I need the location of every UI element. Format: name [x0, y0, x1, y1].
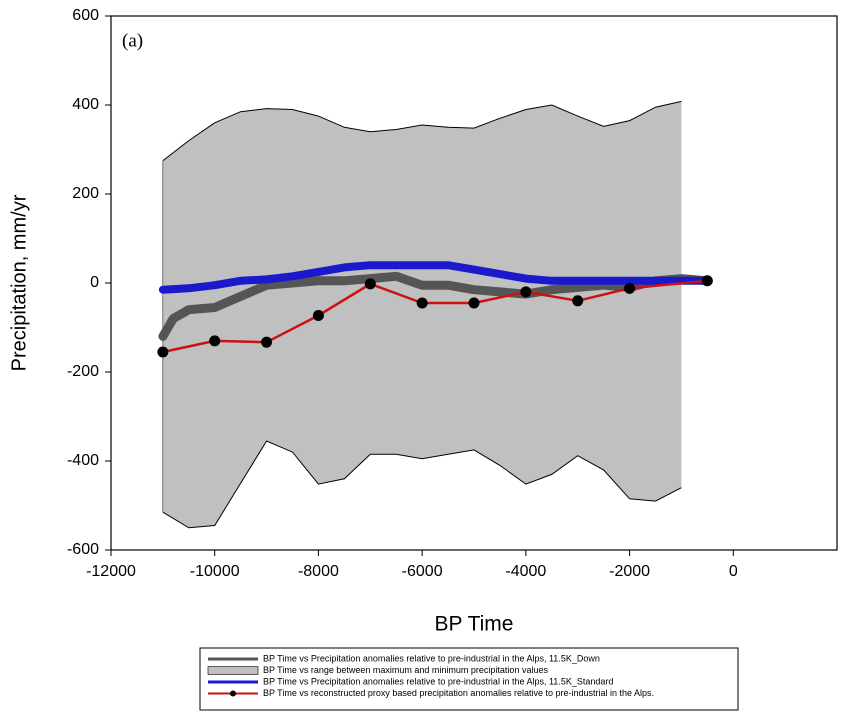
- x-tick-label: -2000: [609, 563, 650, 580]
- x-tick-label: -10000: [190, 563, 240, 580]
- plot-area: [157, 100, 713, 529]
- x-tick-label: -12000: [86, 563, 136, 580]
- y-axis-label: Precipitation, mm/yr: [8, 194, 30, 371]
- y-tick-label: 0: [90, 274, 99, 291]
- data-point: [624, 282, 636, 294]
- x-tick-label: -6000: [402, 563, 443, 580]
- y-tick-label: 200: [72, 185, 99, 202]
- legend-marker: [230, 690, 236, 697]
- data-point: [157, 346, 169, 358]
- x-axis-label: BP Time: [435, 613, 514, 636]
- y-tick-label: 600: [72, 7, 99, 24]
- legend-swatch: [207, 666, 259, 675]
- legend-label: BP Time vs Precipitation anomalies relat…: [263, 653, 600, 663]
- band-lower-edge: [162, 440, 682, 529]
- y-tick-label: -200: [67, 363, 99, 380]
- y-tick-label: 400: [72, 96, 99, 113]
- x-tick-label: -4000: [505, 563, 546, 580]
- data-point: [364, 278, 376, 290]
- legend-box: [199, 647, 739, 711]
- data-point: [312, 309, 324, 321]
- range-band: [162, 101, 682, 528]
- data-point: [701, 275, 713, 287]
- x-tick-label: 0: [729, 563, 738, 580]
- y-tick-label: -600: [67, 541, 99, 558]
- data-point: [468, 297, 480, 309]
- series-line: [158, 261, 712, 294]
- data-point: [520, 286, 532, 298]
- band-upper-edge: [162, 100, 682, 161]
- data-point: [416, 297, 428, 309]
- series-line: [158, 271, 712, 341]
- data-point: [572, 295, 584, 307]
- legend-label: BP Time vs Precipitation anomalies relat…: [263, 676, 613, 686]
- x-tick-label: -8000: [298, 563, 339, 580]
- legend-label: BP Time vs range between maximum and min…: [263, 665, 548, 675]
- data-point: [209, 335, 221, 347]
- data-point: [261, 336, 273, 348]
- y-tick-label: -400: [67, 452, 99, 469]
- legend-label: BP Time vs reconstructed proxy based pre…: [263, 688, 654, 698]
- annotation: (a): [122, 30, 143, 51]
